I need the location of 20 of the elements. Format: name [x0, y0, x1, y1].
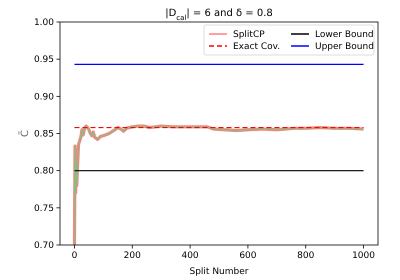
y-tick-label: 0.85	[34, 130, 54, 140]
legend-label: Exact Cov.	[233, 42, 280, 52]
x-tick-label: 0	[72, 251, 78, 261]
y-tick-label: 0.90	[34, 92, 54, 102]
x-tick-label: 800	[297, 251, 315, 261]
x-tick-label: 600	[239, 251, 257, 261]
y-axis-title: C̄	[18, 130, 31, 137]
y-tick-label: 0.75	[34, 204, 54, 214]
y-tick-label: 1.00	[34, 18, 54, 28]
x-axis-title: Split Number	[190, 267, 249, 277]
y-tick-label: 0.95	[34, 55, 54, 66]
y-tick-label: 0.80	[34, 166, 54, 177]
x-tick-label: 400	[181, 251, 199, 261]
x-tick-label: 1000	[352, 251, 376, 261]
chart-title: |D$_{cal}$| = 6 and δ = 0.8	[165, 8, 273, 22]
y-tick-label: 0.70	[34, 241, 54, 251]
legend-label: Upper Bound	[315, 42, 374, 52]
x-tick-label: 200	[124, 251, 142, 261]
legend-label: SplitCP	[233, 30, 266, 40]
legend-label: Lower Bound	[315, 30, 374, 40]
